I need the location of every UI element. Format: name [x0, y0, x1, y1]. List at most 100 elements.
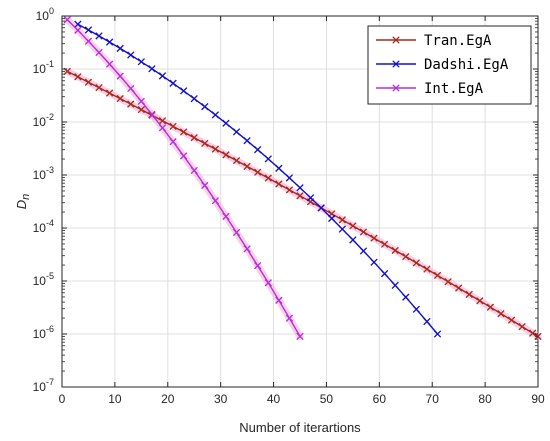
- data-point: [370, 258, 378, 266]
- data-point: [518, 322, 526, 331]
- data-point: [158, 117, 167, 125]
- x-tick-label: 70: [426, 392, 440, 406]
- data-point: [296, 192, 304, 200]
- x-tick-label: 80: [478, 392, 492, 406]
- x-tick-label: 30: [214, 392, 228, 406]
- data-point: [211, 197, 220, 205]
- data-point: [296, 332, 304, 341]
- data-point: [201, 103, 209, 111]
- data-point: [116, 44, 124, 53]
- data-point: [63, 16, 71, 24]
- data-point: [158, 72, 167, 80]
- y-tick-label: 10-5: [33, 271, 54, 288]
- data-point: [349, 222, 357, 230]
- series-line-tran-ega: [66, 70, 539, 337]
- data-point: [264, 174, 272, 182]
- data-point: [412, 259, 421, 267]
- data-point: [127, 84, 135, 93]
- legend: Tran.EgA Dadshi.EgA Int.EgA: [367, 25, 532, 105]
- data-point: [275, 164, 283, 172]
- data-point: [232, 156, 241, 165]
- data-point: [391, 281, 399, 289]
- x-tick-label: 40: [267, 392, 281, 406]
- data-point: [328, 214, 336, 223]
- data-point: [137, 105, 145, 114]
- x-axis: 0 10 20 30 40 50 60 70 80 90: [59, 16, 545, 406]
- data-point: [201, 181, 209, 190]
- data-point: [296, 184, 304, 192]
- data-point: [306, 194, 315, 202]
- data-point: [423, 265, 431, 273]
- data-point: [497, 310, 505, 318]
- data-point: [222, 119, 230, 127]
- legend-label: Dadshi.EgA: [424, 57, 509, 73]
- data-point: [370, 234, 378, 242]
- x-tick-label: 0: [59, 392, 66, 406]
- data-point: [285, 314, 294, 322]
- x-tick-label: 10: [108, 392, 122, 406]
- data-point: [179, 87, 188, 95]
- data-point: [275, 296, 283, 304]
- series-layer: [63, 16, 542, 341]
- legend-marker: [392, 60, 400, 68]
- y-tick-label: 10-1: [33, 59, 54, 76]
- y-tick-label: 10-3: [33, 165, 54, 182]
- data-point: [349, 236, 357, 244]
- x-tick-label: 60: [373, 392, 387, 406]
- x-tick-label: 90: [531, 392, 545, 406]
- data-point: [433, 330, 442, 338]
- data-point: [391, 246, 399, 255]
- y-tick-label: 10-6: [33, 324, 54, 341]
- data-point: [380, 270, 389, 278]
- plot-area: [61, 15, 539, 388]
- data-point: [74, 26, 82, 34]
- data-point: [254, 146, 262, 154]
- x-tick-label: 20: [161, 392, 175, 406]
- data-point: [95, 32, 103, 40]
- data-point: [84, 37, 93, 45]
- data-point: [84, 78, 93, 86]
- data-point: [179, 128, 188, 136]
- data-point: [380, 240, 389, 248]
- data-point: [169, 79, 177, 87]
- x-axis-label: Number of iterartions: [239, 420, 361, 435]
- data-point: [74, 73, 82, 81]
- data-point: [243, 162, 251, 171]
- data-point: [317, 204, 325, 212]
- y-tick-label: 10-2: [33, 112, 54, 129]
- data-point: [402, 293, 410, 301]
- data-point: [243, 245, 251, 253]
- data-point: [338, 216, 346, 224]
- y-axis-label-main: D: [14, 200, 29, 209]
- data-point: [179, 152, 188, 160]
- data-point: [529, 329, 537, 337]
- data-point: [433, 271, 442, 280]
- data-point: [222, 212, 230, 221]
- y-axis: 10-7 10-6 10-5 10-4 10-3 10-2 10-1 100: [33, 6, 538, 394]
- data-point: [359, 228, 368, 236]
- data-point: [127, 100, 135, 108]
- data-point: [190, 95, 198, 103]
- data-point: [264, 279, 272, 287]
- data-point: [190, 134, 198, 142]
- data-point: [285, 186, 294, 194]
- y-axis-label-sub: n: [20, 194, 32, 200]
- data-point: [190, 166, 198, 175]
- data-point: [285, 174, 294, 182]
- legend-marker: [392, 36, 400, 44]
- y-tick-label: 100: [36, 6, 54, 23]
- legend-label: Tran.EgA: [424, 33, 492, 49]
- legend-marker: [392, 84, 400, 92]
- data-point: [169, 138, 177, 146]
- y-axis-label: Dn: [14, 194, 32, 210]
- data-point: [455, 284, 463, 292]
- data-point: [105, 60, 114, 68]
- data-point: [84, 26, 93, 34]
- data-point: [105, 89, 114, 97]
- data-point: [211, 111, 220, 119]
- data-point: [232, 228, 241, 237]
- data-point: [222, 151, 230, 159]
- data-point: [127, 51, 135, 59]
- data-point: [137, 97, 145, 105]
